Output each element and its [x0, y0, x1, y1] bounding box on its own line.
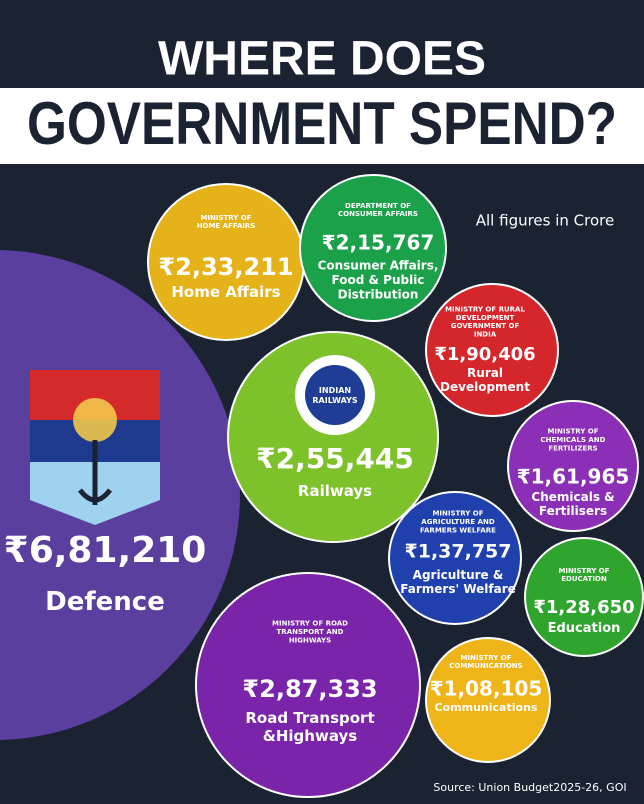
value-label: ₹1,28,650: [533, 597, 634, 618]
ministry-label: INDIAN RAILWAYS: [312, 386, 357, 405]
category-label: Home Affairs: [171, 283, 280, 301]
ministry-label: MINISTRY OF HOME AFFAIRS: [197, 214, 256, 230]
note: All figures in Crore: [476, 212, 615, 230]
title-band: [0, 88, 644, 164]
category-label: Agriculture & Farmers' Welfare: [400, 567, 516, 595]
bubble: [195, 572, 421, 798]
value-label: ₹1,61,965: [517, 465, 630, 489]
bubble: [524, 537, 644, 657]
ministry-label: MINISTRY OF EDUCATION: [558, 567, 609, 583]
title-line: WHERE DOES: [158, 33, 486, 86]
category-label: Education: [548, 621, 621, 636]
category-label: Chemicals & Fertilisers: [531, 489, 614, 517]
category-label: Rural Development: [440, 365, 530, 393]
ministry-label: DEPARTMENT OF CONSUMER AFFAIRS: [338, 202, 418, 218]
bubble: [227, 331, 439, 543]
value-label: ₹1,08,105: [430, 677, 543, 701]
category-label: Consumer Affairs, Food & Public Distributi…: [318, 258, 439, 301]
category-label: Road Transport &Highways: [245, 709, 374, 745]
bubble: [299, 174, 447, 322]
value-label: ₹1,37,757: [405, 541, 512, 563]
category-label: Communications: [435, 701, 538, 714]
bubble: [425, 283, 559, 417]
ministry-label: MINISTRY OF ROAD TRANSPORT AND HIGHWAYS: [272, 620, 348, 645]
ministry-label: MINISTRY OF COMMUNICATIONS: [449, 654, 522, 670]
ministry-label: MINISTRY OF CHEMICALS AND FERTILIZERS: [541, 428, 606, 453]
value-label: ₹1,90,406: [434, 344, 535, 365]
value-label: ₹6,81,210: [4, 530, 207, 571]
ministry-label: MINISTRY OF AGRICULTURE AND FARMERS WELFAR…: [420, 510, 496, 535]
value-label: ₹2,33,211: [158, 253, 293, 281]
ministry-label: MINISTRY OF RURAL DEVELOPMENT GOVERNMENT O…: [445, 305, 525, 338]
category-label: Railways: [298, 482, 372, 500]
railways-logo: [295, 355, 375, 435]
source: Source: Union Budget2025-26, GOI: [433, 781, 626, 794]
value-label: ₹2,55,445: [256, 442, 414, 475]
bubble: [425, 637, 551, 763]
value-label: ₹2,87,333: [242, 675, 377, 703]
category-label: Defence: [45, 587, 165, 617]
value-label: ₹2,15,767: [322, 231, 435, 255]
title-line: GOVERNMENT SPEND?: [27, 90, 617, 157]
bubble: [507, 400, 639, 532]
defence-emblem: [30, 370, 160, 525]
bubble: [388, 491, 522, 625]
